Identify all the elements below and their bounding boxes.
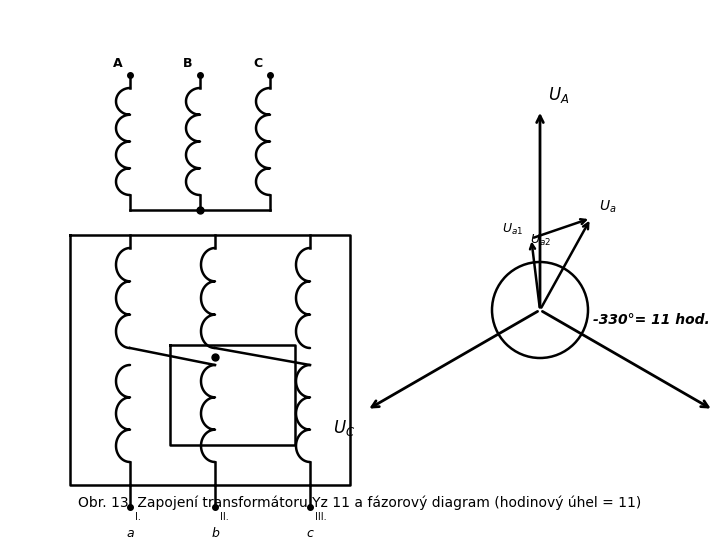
Text: II.: II. <box>220 512 229 522</box>
Text: c: c <box>307 527 313 540</box>
Text: a: a <box>126 527 134 540</box>
Text: $\mathit{U_A}$: $\mathit{U_A}$ <box>548 85 570 105</box>
Text: $\mathit{U_C}$: $\mathit{U_C}$ <box>333 418 355 438</box>
Text: Obr. 13. Zapojení transformátoru Yz 11 a fázorový diagram (hodinový úhel = 11): Obr. 13. Zapojení transformátoru Yz 11 a… <box>78 495 642 510</box>
Text: $\mathit{U_{a2}}$: $\mathit{U_{a2}}$ <box>530 233 551 248</box>
Text: III.: III. <box>315 512 327 522</box>
Text: A: A <box>113 57 123 70</box>
Text: b: b <box>211 527 219 540</box>
Text: $\mathit{U_{a1}}$: $\mathit{U_{a1}}$ <box>502 221 523 237</box>
Text: I.: I. <box>135 512 141 522</box>
Text: C: C <box>253 57 263 70</box>
Text: B: B <box>184 57 193 70</box>
Text: -330°= 11 hod.: -330°= 11 hod. <box>593 313 710 327</box>
Text: $\mathit{U_a}$: $\mathit{U_a}$ <box>599 199 616 215</box>
